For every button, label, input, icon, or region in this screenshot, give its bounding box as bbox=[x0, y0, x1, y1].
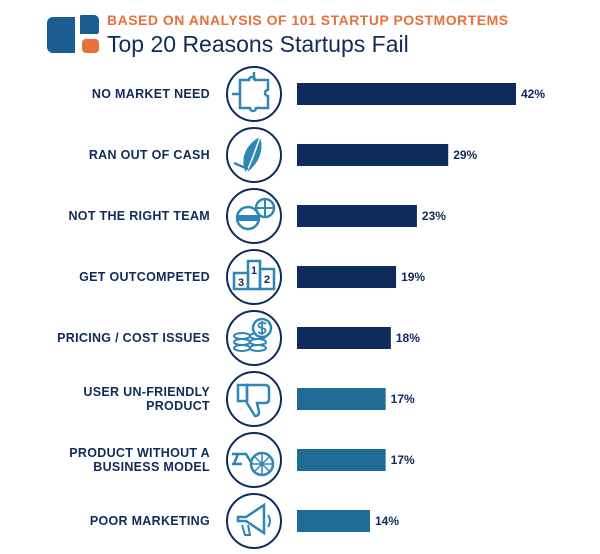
bar bbox=[297, 205, 417, 227]
value-label: 19% bbox=[401, 270, 425, 284]
icon-ring bbox=[226, 371, 282, 427]
category-label: BUSINESS MODEL bbox=[93, 460, 210, 474]
category-label: PRICING / COST ISSUES bbox=[57, 331, 210, 345]
category-label: POOR MARKETING bbox=[90, 514, 210, 528]
puzzle-icon bbox=[232, 72, 270, 113]
bicycle-icon bbox=[232, 451, 275, 477]
value-label: 23% bbox=[422, 209, 446, 223]
thumbs-down-icon bbox=[236, 383, 271, 418]
value-label: 17% bbox=[391, 453, 415, 467]
podium-number: 1 bbox=[251, 265, 257, 277]
bar-chart: NO MARKET NEED 42% RAN OUT OF CASH 29% NOT T… bbox=[57, 66, 545, 549]
value-label: 29% bbox=[453, 148, 477, 162]
cash-leaf-icon bbox=[233, 136, 262, 174]
value-label: 42% bbox=[521, 87, 545, 101]
icon-ring bbox=[226, 493, 282, 549]
podium-number: 2 bbox=[264, 274, 270, 286]
bar bbox=[297, 144, 449, 166]
bar bbox=[297, 266, 397, 288]
coins-dollar-icon bbox=[233, 317, 273, 352]
bar bbox=[297, 83, 516, 105]
bar bbox=[297, 449, 386, 471]
subtitle: BASED ON ANALYSIS OF 101 STARTUP POSTMOR… bbox=[107, 12, 509, 28]
category-label: GET OUTCOMPETED bbox=[79, 270, 210, 284]
icon-ring bbox=[226, 249, 282, 305]
category-label: NO MARKET NEED bbox=[92, 87, 210, 101]
page-title: Top 20 Reasons Startups Fail bbox=[107, 31, 409, 57]
category-label: NOT THE RIGHT TEAM bbox=[68, 209, 210, 223]
category-label: RAN OUT OF CASH bbox=[89, 148, 210, 162]
podium-icon: 312 bbox=[232, 259, 276, 291]
bar bbox=[297, 327, 391, 349]
bar bbox=[297, 388, 386, 410]
podium-number: 3 bbox=[238, 277, 244, 289]
value-label: 17% bbox=[391, 392, 415, 406]
header: BASED ON ANALYSIS OF 101 STARTUP POSTMOR… bbox=[0, 0, 600, 60]
category-label: USER UN-FRIENDLY bbox=[83, 385, 210, 399]
value-label: 18% bbox=[396, 331, 420, 345]
brand-logo-icon bbox=[47, 15, 102, 55]
team-icon bbox=[235, 197, 276, 231]
category-label: PRODUCT WITHOUT A bbox=[69, 446, 210, 460]
category-label: PRODUCT bbox=[146, 399, 210, 413]
bar bbox=[297, 510, 370, 532]
value-label: 14% bbox=[375, 514, 399, 528]
megaphone-icon bbox=[236, 502, 271, 536]
